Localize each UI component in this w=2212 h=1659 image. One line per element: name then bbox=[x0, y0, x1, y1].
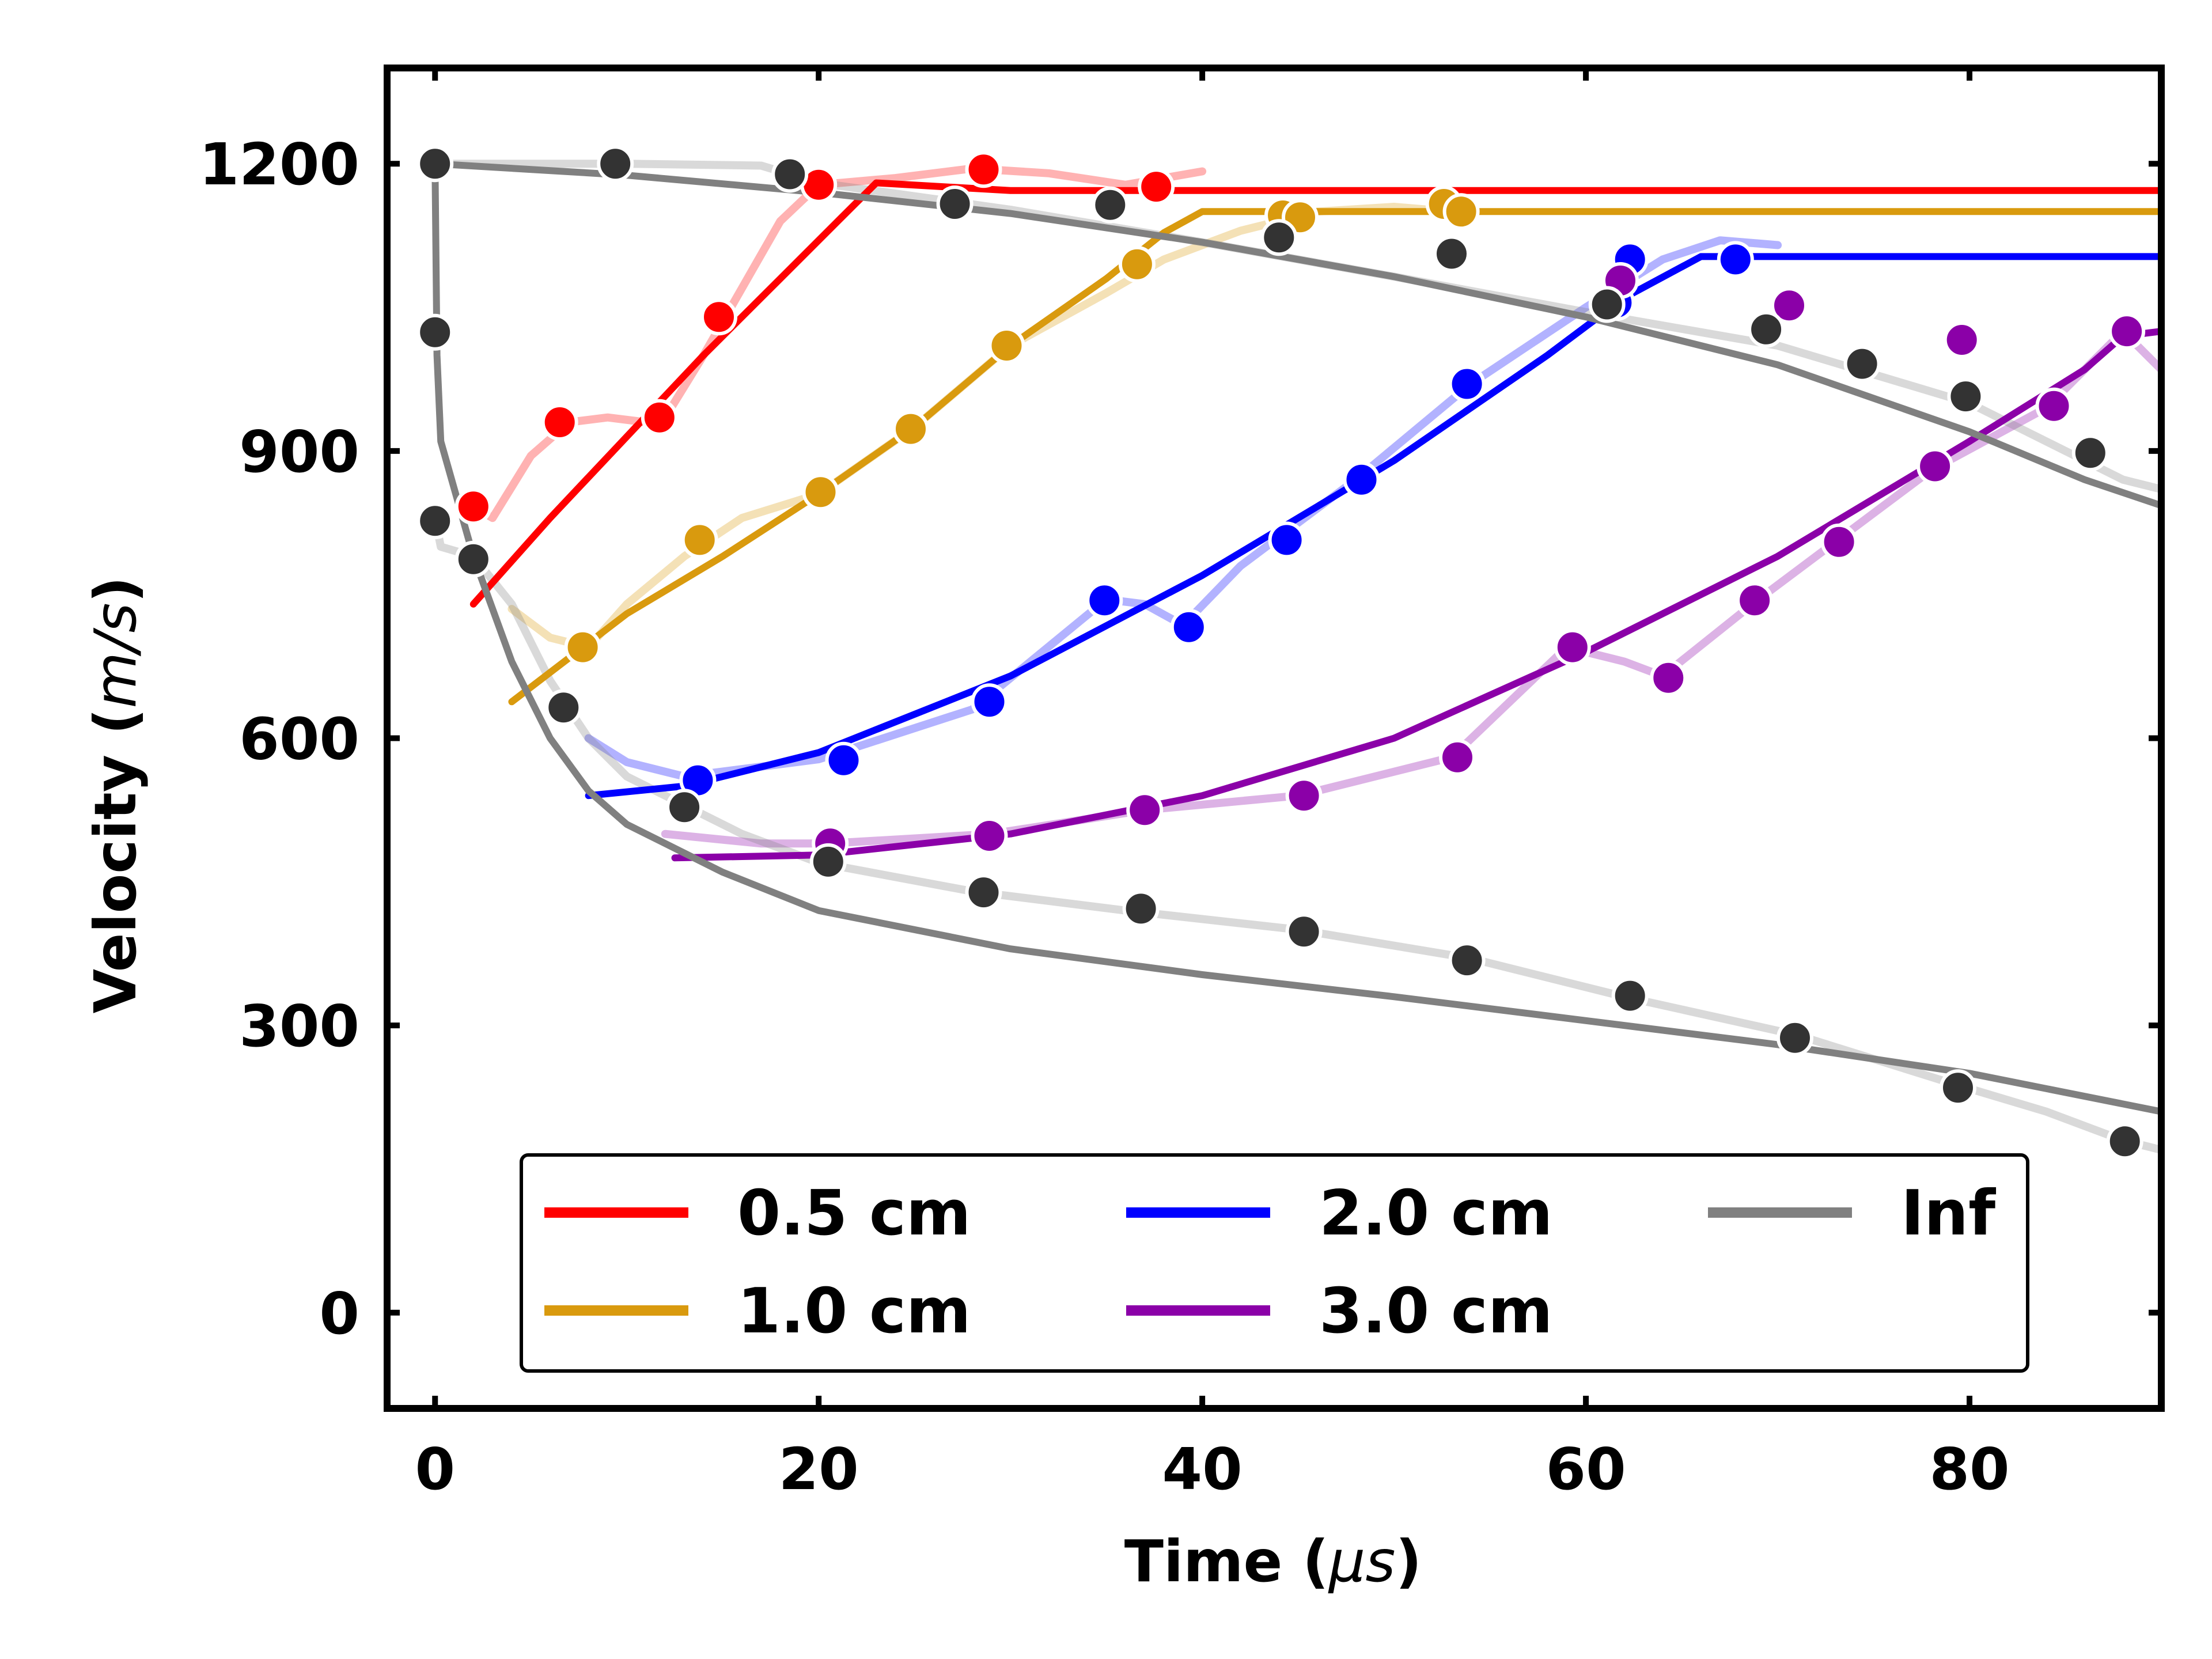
data-point-inf bbox=[1260, 219, 1298, 256]
data-point-inf-lower-branch bbox=[1777, 1019, 1813, 1056]
data-point-1-0-cm bbox=[988, 327, 1025, 364]
data-point-inf bbox=[1843, 345, 1881, 382]
data-point-1-0-cm bbox=[1442, 193, 1480, 230]
data-point-2-0-cm bbox=[1717, 241, 1754, 278]
model-curve-2-0-cm bbox=[585, 253, 2161, 800]
data-point-0-5-cm bbox=[1138, 168, 1175, 206]
y-tick-label: 1200 bbox=[199, 131, 359, 198]
axes: 0 20 40 60 80 0 300 600 900 1200 bbox=[199, 65, 2165, 1503]
data-point-inf bbox=[771, 156, 809, 193]
data-point-inf bbox=[2071, 434, 2109, 472]
data-point-3-0-cm bbox=[1554, 628, 1591, 666]
data-point-0-5-cm bbox=[700, 298, 737, 336]
data-point-0-5-cm bbox=[641, 399, 678, 436]
legend: 0.5 cm 1.0 cm 2.0 cm 3.0 cm Inf bbox=[520, 1153, 2029, 1373]
y-tick-label: 900 bbox=[239, 418, 359, 486]
data-point-inf-lower-branch bbox=[2106, 1123, 2143, 1160]
model-curve-inf bbox=[431, 160, 2161, 509]
data-point-inf bbox=[1947, 378, 1984, 415]
data-point-3-0-cm bbox=[1736, 582, 1774, 619]
data-point-2-0-cm bbox=[825, 741, 862, 779]
y-axis-title: Velocity (m/s) bbox=[82, 577, 149, 1014]
x-tick-label: 0 bbox=[415, 1435, 455, 1503]
data-point-0-5-cm bbox=[965, 151, 1002, 188]
data-point-2-0-cm bbox=[1448, 365, 1486, 403]
data-point-3-0-cm bbox=[2035, 387, 2073, 425]
data-point-3-0-cm bbox=[1126, 791, 1164, 829]
data-point-inf-lower-branch bbox=[809, 843, 847, 880]
data-point-inf-lower-branch bbox=[1448, 942, 1486, 979]
data-point-3-0-cm bbox=[1285, 777, 1323, 815]
legend-box bbox=[520, 1153, 2029, 1373]
data-point-2-0-cm bbox=[1268, 521, 1305, 559]
y-tick-label: 0 bbox=[319, 1280, 359, 1347]
legend-label-0-5cm: 0.5 cm bbox=[737, 1177, 971, 1249]
legend-label-3-0cm: 3.0 cm bbox=[1319, 1275, 1552, 1347]
data-point-inf-lower-branch bbox=[1611, 977, 1649, 1014]
legend-label-2-0cm: 2.0 cm bbox=[1319, 1177, 1552, 1249]
data-point-3-0-cm bbox=[1650, 659, 1687, 696]
data-point-2-0-cm bbox=[971, 683, 1008, 721]
data-point-1-0-cm bbox=[564, 628, 601, 666]
data-point-3-0-cm bbox=[1916, 448, 1954, 485]
y-tick-label: 600 bbox=[239, 706, 359, 773]
data-point-1-0-cm bbox=[802, 474, 839, 511]
measured-trace-3-0-cm bbox=[661, 327, 2161, 848]
model-curve-1-0-cm bbox=[508, 208, 2161, 706]
legend-label-1-0cm: 1.0 cm bbox=[737, 1275, 971, 1347]
data-point-inf-lower-branch bbox=[416, 502, 454, 540]
model-curve-0-5-cm bbox=[469, 179, 2161, 608]
data-point-inf-lower-branch bbox=[1122, 890, 1160, 927]
data-point-2-0-cm bbox=[1170, 608, 1207, 646]
data-point-inf bbox=[936, 185, 974, 222]
data-point-inf-lower-branch bbox=[666, 789, 703, 826]
data-point-inf-lower-branch bbox=[545, 689, 582, 726]
x-tick-label: 20 bbox=[779, 1435, 859, 1503]
data-point-inf-lower-branch bbox=[965, 874, 1002, 911]
y-tick-label: 300 bbox=[239, 993, 359, 1060]
data-point-inf bbox=[416, 145, 454, 183]
data-point-inf-lower-branch bbox=[416, 313, 454, 351]
data-point-3-0-cm bbox=[2108, 313, 2146, 350]
data-point-3-0-cm bbox=[1943, 321, 1980, 358]
data-point-1-0-cm bbox=[681, 521, 718, 559]
data-point-1-0-cm bbox=[892, 410, 929, 448]
measured-traces bbox=[431, 160, 2161, 1154]
x-axis-title: Time (μs) bbox=[1124, 1528, 1422, 1595]
x-tick-label: 40 bbox=[1162, 1435, 1243, 1503]
data-point-0-5-cm bbox=[454, 488, 492, 525]
legend-label-inf: Inf bbox=[1901, 1177, 1996, 1249]
data-point-2-0-cm bbox=[1343, 461, 1380, 498]
data-point-inf bbox=[1092, 186, 1129, 224]
data-point-inf-lower-branch bbox=[1940, 1069, 1976, 1107]
data-point-3-0-cm bbox=[971, 817, 1008, 854]
model-curve-inf-lower-branch bbox=[431, 160, 2161, 1115]
data-markers bbox=[416, 145, 2146, 1160]
data-point-2-0-cm bbox=[1086, 582, 1123, 619]
x-tick-label: 80 bbox=[1929, 1435, 2009, 1503]
x-tick-label: 60 bbox=[1546, 1435, 1626, 1503]
data-point-inf bbox=[1433, 235, 1470, 272]
data-point-3-0-cm bbox=[1771, 287, 1808, 324]
data-point-3-0-cm bbox=[1439, 738, 1476, 776]
data-point-inf-lower-branch bbox=[454, 540, 492, 578]
data-point-inf-lower-branch bbox=[1285, 913, 1323, 950]
data-point-inf bbox=[1748, 310, 1785, 348]
model-curves bbox=[431, 160, 2161, 1115]
model-curve-3-0-cm bbox=[671, 328, 2161, 862]
data-point-1-0-cm bbox=[1118, 245, 1156, 283]
data-point-3-0-cm bbox=[1820, 523, 1858, 560]
data-point-0-5-cm bbox=[541, 404, 578, 441]
measured-trace-inf-lower-branch bbox=[431, 514, 2161, 1154]
data-point-inf bbox=[597, 145, 634, 183]
data-point-inf bbox=[1588, 286, 1626, 323]
